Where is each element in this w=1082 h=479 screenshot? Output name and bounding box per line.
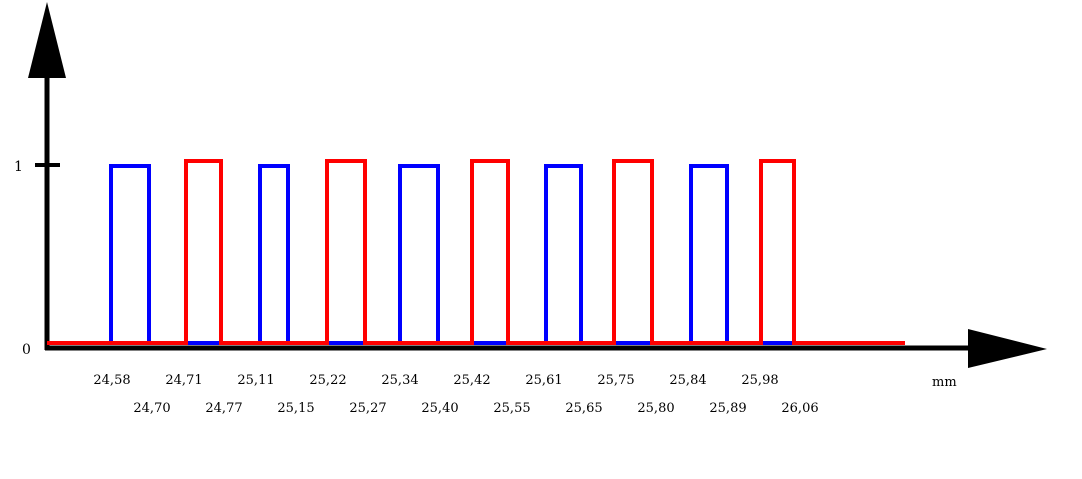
tick-label: 24,58 [93,373,130,388]
tick-label: 25,84 [669,373,706,388]
tick-label: 25,98 [741,373,778,388]
y-axis-arrow-icon [28,2,66,78]
x-axis-arrow-icon [968,329,1047,368]
tick-label: 25,27 [349,401,386,416]
tick-label: 25,40 [421,401,458,416]
tick-labels-lower: 24,70 24,77 25,15 25,27 25,40 25,55 25,65 25,80… [133,401,818,416]
series-trace-1 [47,164,905,345]
tick-label: 25,75 [597,373,634,388]
tick-label: 24,71 [165,373,202,388]
y-tick-label-1: 1 [14,159,23,175]
tick-label: 25,15 [277,401,314,416]
tick-label: 26,06 [781,401,818,416]
tick-label: 25,34 [381,373,418,388]
tick-labels-upper: 24,58 24,71 25,11 25,22 25,34 25,42 25,61 25,75… [93,373,778,388]
tick-label: 25,61 [525,373,562,388]
tick-label: 25,89 [709,401,746,416]
tick-label: 24,70 [133,401,170,416]
tick-label: 25,22 [309,373,346,388]
tick-label: 25,11 [237,373,274,388]
x-unit-label: mm [932,375,957,390]
tick-label: 25,42 [453,373,490,388]
series-trace-2 [47,159,905,345]
tick-label: 25,65 [565,401,602,416]
tick-label: 25,55 [493,401,530,416]
tick-label: 24,77 [205,401,242,416]
tick-label: 25,80 [637,401,674,416]
y-tick-label-0: 0 [22,342,31,358]
pulse-traces [47,159,905,345]
